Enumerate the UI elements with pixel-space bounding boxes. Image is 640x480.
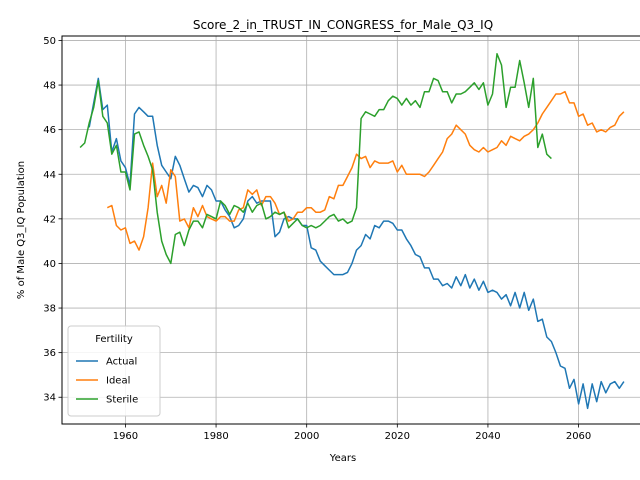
series-lines [79, 53, 625, 410]
y-tick-label: 36 [43, 348, 56, 359]
x-tick-label: 1960 [113, 431, 138, 442]
y-tick-label: 34 [43, 393, 56, 404]
x-tick-label: 2040 [475, 431, 500, 442]
legend-box [67, 325, 161, 417]
legend-label-ideal: Ideal [106, 376, 130, 387]
y-tick-label: 46 [43, 125, 56, 136]
y-axis-ticks: 34 36 38 40 42 44 46 48 50 [43, 36, 62, 404]
plot-frame [61, 35, 640, 425]
legend-label-actual: Actual [106, 357, 137, 368]
y-tick-label: 50 [43, 36, 56, 47]
y-tick-label: 42 [43, 214, 56, 225]
x-tick-label: 1980 [203, 431, 228, 442]
y-tick-label: 48 [43, 81, 56, 92]
legend-label-sterile: Sterile [106, 395, 138, 406]
y-tick-label: 44 [43, 170, 56, 181]
y-tick-label: 38 [43, 304, 56, 315]
chart-title: Score_2_in_TRUST_IN_CONGRESS_for_Male_Q3… [193, 18, 493, 32]
x-tick-label: 2000 [294, 431, 319, 442]
y-tick-label: 40 [43, 259, 56, 270]
x-axis-ticks: 1960 1980 2000 2020 2040 2060 [113, 424, 591, 442]
x-axis-label: Years [329, 453, 356, 464]
legend: Fertility Actual Ideal Sterile [67, 325, 161, 417]
series-line-ideal [106, 90, 625, 251]
series-line-actual [88, 77, 625, 410]
legend-title: Fertility [95, 334, 133, 345]
y-axis-label: % of Male Q3_IQ Population [16, 161, 27, 299]
x-tick-label: 2060 [566, 431, 591, 442]
series-line-sterile [79, 53, 552, 265]
x-tick-label: 2020 [385, 431, 410, 442]
